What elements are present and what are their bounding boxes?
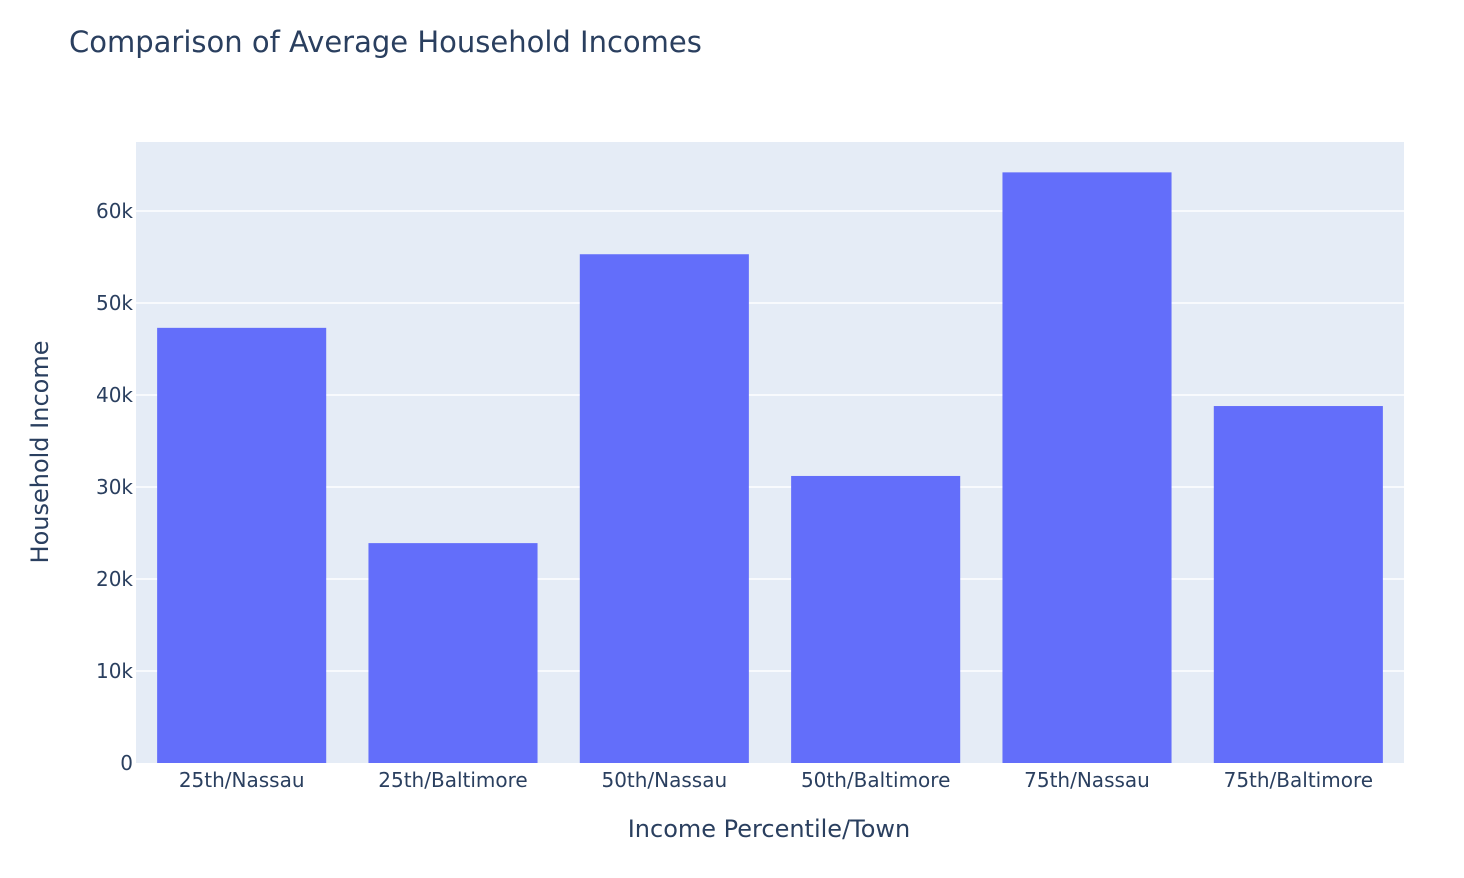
x-tick-label: 25th/Nassau (179, 768, 305, 792)
x-tick-label: 25th/Baltimore (378, 768, 527, 792)
x-axis-tick-labels: 25th/Nassau 25th/Baltimore 50th/Nassau 50th… (179, 768, 1373, 792)
plot-background (136, 142, 1404, 763)
bar-75th-baltimore[interactable] (1213, 406, 1383, 763)
y-tick-label: 0 (120, 751, 133, 775)
bars (157, 172, 1383, 764)
y-tick-label: 50k (96, 291, 133, 315)
gridlines (136, 210, 1404, 672)
bar-50th-nassau[interactable] (579, 254, 749, 764)
bar-50th-baltimore[interactable] (791, 475, 961, 763)
y-tick-label: 20k (96, 567, 133, 591)
y-tick-label: 40k (96, 383, 133, 407)
bar-25th-baltimore[interactable] (368, 543, 538, 763)
bar-25th-nassau[interactable] (157, 327, 327, 763)
chart-title: Comparison of Average Household Incomes (69, 25, 702, 59)
y-tick-label: 60k (96, 199, 133, 223)
y-axis-tick-labels: 0 10k 20k 30k 40k 50k 60k (96, 199, 133, 775)
x-tick-label: 50th/Nassau (601, 768, 727, 792)
x-axis-title: Income Percentile/Town (628, 815, 911, 843)
y-tick-label: 10k (96, 659, 133, 683)
y-tick-label: 30k (96, 475, 133, 499)
y-axis-title: Household Income (26, 341, 54, 564)
bar-75th-nassau[interactable] (1002, 172, 1172, 764)
x-tick-label: 50th/Baltimore (801, 768, 950, 792)
x-tick-label: 75th/Baltimore (1224, 768, 1373, 792)
x-tick-label: 75th/Nassau (1024, 768, 1150, 792)
